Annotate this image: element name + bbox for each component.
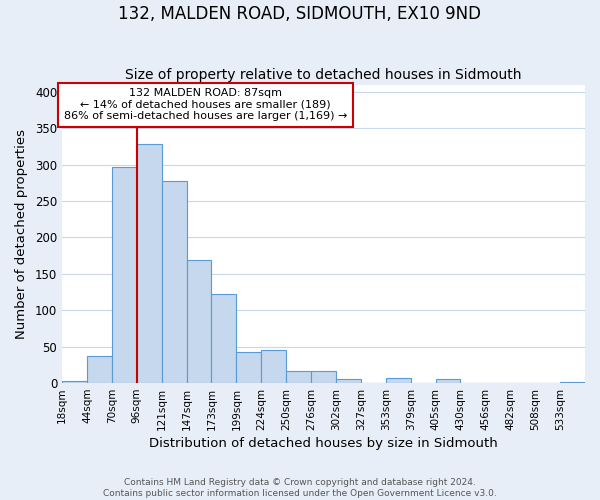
Bar	[311, 370, 336, 383]
Bar	[161, 180, 187, 383]
Bar	[261, 350, 286, 383]
Bar	[87, 356, 112, 383]
Text: Contains HM Land Registry data © Crown copyright and database right 2024.
Contai: Contains HM Land Registry data © Crown c…	[103, 478, 497, 498]
Bar	[187, 260, 211, 383]
Text: 132, MALDEN ROAD, SIDMOUTH, EX10 9ND: 132, MALDEN ROAD, SIDMOUTH, EX10 9ND	[119, 5, 482, 23]
Bar	[236, 352, 261, 383]
Bar	[560, 382, 585, 383]
Text: 132 MALDEN ROAD: 87sqm
← 14% of detached houses are smaller (189)
86% of semi-de: 132 MALDEN ROAD: 87sqm ← 14% of detached…	[64, 88, 347, 122]
X-axis label: Distribution of detached houses by size in Sidmouth: Distribution of detached houses by size …	[149, 437, 498, 450]
Bar	[112, 167, 137, 383]
Bar	[137, 144, 161, 383]
Bar	[336, 380, 361, 383]
Bar	[386, 378, 410, 383]
Title: Size of property relative to detached houses in Sidmouth: Size of property relative to detached ho…	[125, 68, 522, 82]
Bar	[286, 372, 311, 383]
Bar	[436, 378, 460, 383]
Y-axis label: Number of detached properties: Number of detached properties	[15, 129, 28, 339]
Bar	[62, 381, 87, 383]
Bar	[211, 294, 236, 383]
